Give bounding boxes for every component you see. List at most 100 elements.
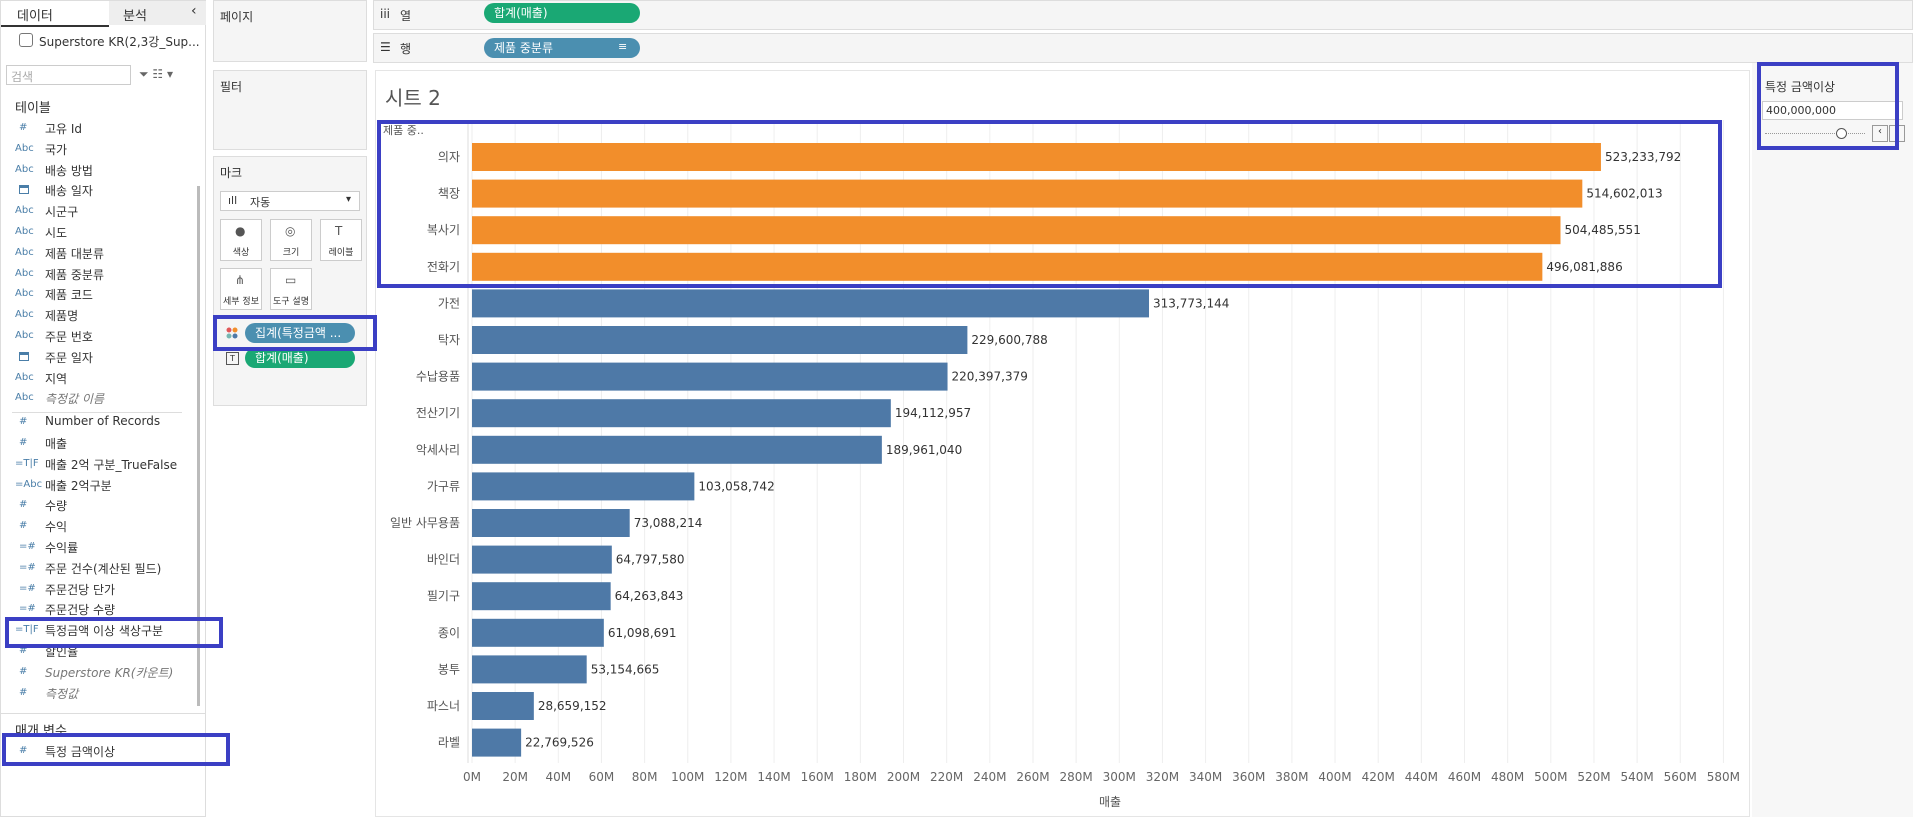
x-tick-label: 120M [714,770,747,784]
value-label: 53,154,665 [591,662,660,676]
value-label: 194,112,957 [895,406,971,420]
tab[interactable]: 분석 [123,9,147,24]
field-type-icon: Abc [15,392,34,404]
y-tick-label: 수납용품 [416,370,460,384]
field[interactable]: Superstore KR(카운트) [45,665,174,680]
collapse-icon[interactable]: ‹ [191,3,197,19]
mark-pill[interactable]: 합계(매출) [245,348,355,368]
mark-button[interactable] [270,268,312,310]
field[interactable]: 특정금액 이상 색상구분 [45,624,164,639]
shelf-label: 열 [400,9,412,23]
field[interactable]: 매출 2억구분 [45,478,112,493]
mark-button-icon: ▭ [285,273,297,287]
bar [472,216,1561,245]
x-tick-label: 260M [1016,770,1049,784]
slider-track[interactable] [1765,133,1865,135]
field[interactable]: 측정값 이름 [45,392,105,407]
mark-button-icon: ● [235,224,246,238]
field[interactable]: 지역 [45,371,68,386]
mark-pill[interactable]: 집계(특정금액 ... [245,323,355,343]
field[interactable]: 제품 대분류 [45,246,105,261]
y-tick-label: 악세사리 [416,443,460,457]
field[interactable]: Number of Records [45,414,161,429]
field[interactable]: 배송 일자 [45,184,93,199]
parameter-input[interactable] [1762,101,1903,120]
x-tick-label: 0M [463,770,481,784]
field-type-icon: # [19,437,28,448]
mark-type-dropdown[interactable] [220,191,360,211]
field[interactable]: 고유 Id [45,122,83,136]
field[interactable]: 수익률 [45,541,79,555]
columns-pill[interactable]: 합계(매출) [484,3,640,23]
field[interactable]: 주문 건수(계산된 필드) [45,561,162,576]
slider-thumb[interactable] [1836,128,1847,139]
slider-prev[interactable]: ‹ [1872,125,1888,142]
field-type-icon: # [19,520,28,532]
field[interactable]: 주문건당 수량 [45,603,116,618]
tab[interactable]: 데이터 [17,9,53,24]
mark-button-icon: ⋔ [235,273,246,287]
bar [472,509,630,537]
y-tick-label: 복사기 [427,223,460,237]
field[interactable]: 배송 방법 [45,163,93,178]
scrollbar[interactable] [197,186,200,706]
datasource[interactable]: Superstore KR(2,3강_Sup... [39,35,200,49]
tab-bg [109,1,207,25]
field[interactable]: 주문건당 단가 [45,582,116,597]
field[interactable]: 시군구 [45,205,79,220]
field[interactable]: 주문 번호 [45,330,93,344]
mark-button-label: 도구 설명 [273,297,309,307]
section-title: 테이블 [15,101,51,116]
card-title: 마크 [220,166,243,180]
highlight-box [5,617,223,648]
y-tick-label: 가구류 [427,479,460,493]
rows-pill[interactable]: 제품 중분류 [484,38,640,58]
filter-icon[interactable]: ⏷ ☷ ▾ [139,67,174,81]
y-tick-label: 바인더 [427,553,460,567]
field[interactable]: 매출 2억 구분_TrueFalse [45,457,178,472]
field[interactable]: 주문 일자 [45,350,93,365]
mark-type-icon: ıll [228,194,238,207]
value-label: 64,263,843 [615,589,684,603]
field-type-icon: =# [19,582,36,594]
x-tick-label: 20M [502,770,528,784]
field[interactable]: 매출 [45,437,68,451]
mark-button[interactable] [220,268,262,310]
card-title: 페이지 [220,10,254,24]
x-tick-label: 380M [1275,770,1308,784]
shelf-label: 행 [400,42,412,56]
mark-button[interactable] [270,219,312,261]
field[interactable]: 시도 [45,226,68,240]
parameter-title: 특정 금액이상 [1765,80,1836,94]
highlight-box [2,733,230,766]
field[interactable]: 제품 중분류 [45,267,105,282]
field-type-icon: =T|F [15,457,39,469]
field-type-icon: # [19,665,28,677]
field[interactable]: 할인율 [45,645,79,659]
x-tick-label: 240M [973,770,1006,784]
y-tick-label: 전산기기 [416,406,460,420]
search-box[interactable] [6,65,131,85]
mark-type: 자동 [250,196,271,209]
field[interactable]: 측정값 [45,686,79,701]
field[interactable]: 수익 [45,520,68,535]
x-tick-label: 500M [1534,770,1567,784]
field[interactable]: 제품명 [45,309,79,324]
field-type-icon: Abc [15,142,34,154]
value-label: 504,485,551 [1564,223,1640,237]
field[interactable]: 국가 [45,142,68,157]
value-label: 229,600,788 [971,333,1047,347]
tab-underline [1,1,109,27]
x-tick-label: 480M [1491,770,1524,784]
field-type-icon: Abc [15,226,34,237]
field[interactable]: 제품 코드 [45,288,93,303]
y-tick-label: 라벨 [438,736,460,750]
filters-card [213,70,367,150]
highlight-box [377,120,1722,288]
mark-button[interactable] [220,219,262,261]
field[interactable]: 특정 금액이상 [45,745,116,759]
shelf-icon: ☰ [380,40,391,54]
bar [472,252,1543,281]
field[interactable]: 수량 [45,499,68,514]
mark-button[interactable] [320,219,362,261]
